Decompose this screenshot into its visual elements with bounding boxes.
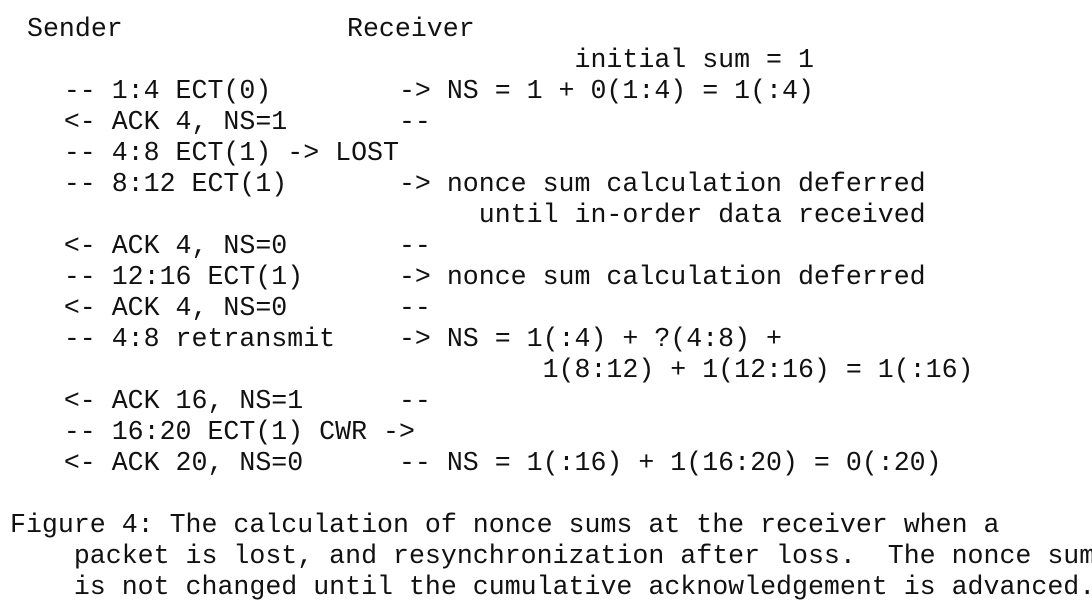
diagram-line: -- 12:16 ECT(1) -> nonce sum calculation…: [0, 262, 926, 292]
caption-line: is not changed until the cumulative ackn…: [10, 572, 1092, 602]
diagram-line: <- ACK 4, NS=0 --: [0, 231, 431, 261]
diagram-line: until in-order data received: [0, 200, 926, 230]
diagram-line: -- 8:12 ECT(1) -> nonce sum calculation …: [0, 169, 926, 199]
diagram-line: -- 16:20 ECT(1) CWR ->: [0, 417, 415, 447]
caption-line: Figure 4: The calculation of nonce sums …: [10, 510, 1000, 540]
diagram-line: <- ACK 4, NS=1 --: [0, 107, 431, 137]
diagram-line: -- 4:8 retransmit -> NS = 1(:4) + ?(4:8)…: [0, 324, 782, 354]
diagram-line: <- ACK 4, NS=0 --: [0, 293, 431, 323]
receiver-header: Receiver: [347, 14, 475, 44]
diagram-line: initial sum = 1: [0, 45, 814, 75]
diagram-line: <- ACK 20, NS=0 -- NS = 1(:16) + 1(16:20…: [0, 448, 942, 478]
diagram-line: <- ACK 16, NS=1 --: [0, 386, 431, 416]
sender-header: Sender: [27, 14, 123, 44]
caption-line: packet is lost, and resynchronization af…: [10, 541, 1092, 571]
diagram-line: -- 4:8 ECT(1) -> LOST: [0, 138, 399, 168]
diagram-line: 1(8:12) + 1(12:16) = 1(:16): [0, 355, 974, 385]
diagram-line: -- 1:4 ECT(0) -> NS = 1 + 0(1:4) = 1(:4): [0, 76, 814, 106]
